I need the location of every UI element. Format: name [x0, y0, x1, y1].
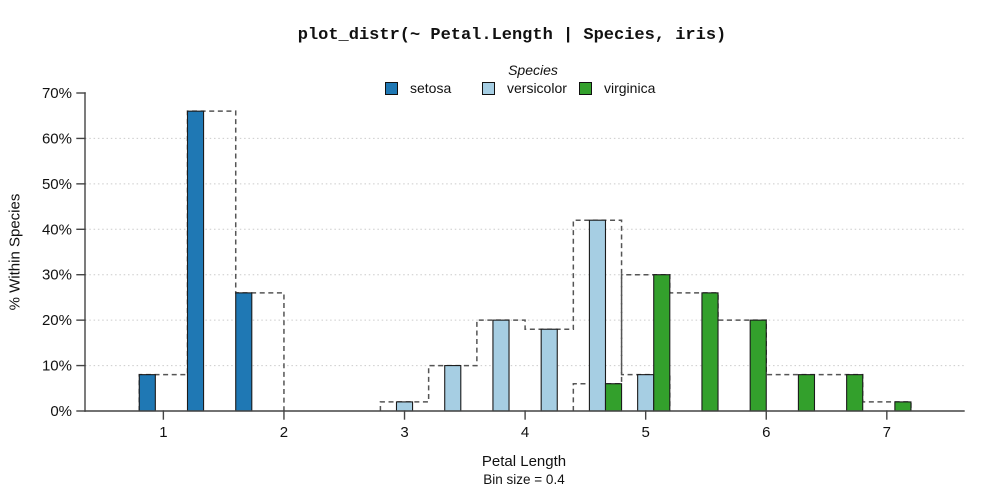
y-tick-label: 50%: [42, 176, 72, 193]
y-tick-label: 70%: [42, 85, 72, 102]
bar-versicolor: [637, 374, 655, 412]
y-tick-label: 40%: [42, 221, 72, 238]
x-tick-label: 7: [883, 424, 891, 441]
legend-label-setosa: setosa: [410, 80, 452, 96]
y-tick-label: 10%: [42, 358, 72, 375]
y-tick-label: 60%: [42, 130, 72, 147]
bin-size-note: Bin size = 0.4: [483, 472, 565, 487]
bar-setosa: [186, 110, 205, 412]
bar-versicolor: [588, 219, 607, 412]
bar-versicolor: [540, 328, 558, 412]
bar-virginica: [653, 274, 671, 412]
y-tick-label: 20%: [42, 312, 72, 329]
legend-label-virginica: virginica: [604, 80, 656, 96]
bar-versicolor: [395, 401, 414, 412]
bar-virginica: [846, 374, 864, 412]
legend-swatch-setosa: [385, 81, 398, 95]
bar-setosa: [138, 374, 156, 412]
legend-title: Species: [508, 62, 558, 78]
bar-virginica: [749, 319, 767, 412]
x-axis-label: Petal Length: [481, 453, 567, 470]
bar-virginica: [604, 383, 623, 412]
legend-item-versicolor: versicolor: [482, 80, 579, 96]
bar-virginica: [894, 401, 912, 412]
legend-label-versicolor: versicolor: [507, 80, 567, 96]
legend: setosa versicolor virginica: [385, 80, 655, 96]
legend-item-setosa: setosa: [385, 80, 482, 96]
bar-versicolor: [444, 365, 462, 412]
legend-item-virginica: virginica: [579, 80, 655, 96]
y-tick-label: 0%: [50, 403, 72, 420]
bar-virginica: [701, 292, 719, 412]
x-tick-label: 6: [762, 424, 770, 441]
x-tick-label: 3: [400, 424, 408, 441]
y-tick-label: 30%: [42, 267, 72, 284]
x-tick-label: 5: [642, 424, 650, 441]
x-tick-label: 4: [521, 424, 529, 441]
x-tick-label: 1: [159, 424, 167, 441]
x-tick-label: 2: [280, 424, 288, 441]
bar-versicolor: [492, 319, 510, 412]
legend-swatch-versicolor: [482, 81, 495, 95]
bar-setosa: [235, 292, 253, 412]
bar-virginica: [797, 374, 816, 412]
outline-versicolor: [379, 219, 671, 411]
chart-title: plot_distr(~ Petal.Length | Species, iri…: [297, 26, 727, 45]
legend-swatch-virginica: [579, 81, 592, 95]
